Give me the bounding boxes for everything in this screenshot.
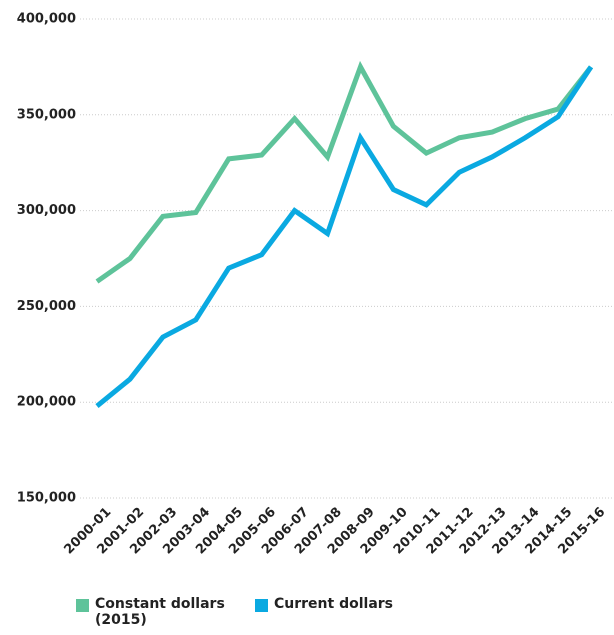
y-tick-label: 350,000 <box>17 107 76 122</box>
chart: 150,000 200,000 250,000 300,000 350,000 400,0… <box>17 12 614 557</box>
legend-label: Current dollars <box>274 596 393 612</box>
legend-label: Constant dollars (2015) <box>95 596 225 628</box>
legend: Constant dollars (2015) Current dollars <box>76 596 393 628</box>
y-tick-label: 400,000 <box>17 12 76 27</box>
legend-item: Constant dollars (2015) <box>76 596 235 628</box>
legend-swatch <box>255 599 268 612</box>
legend-swatch <box>76 599 89 612</box>
legend-item: Current dollars <box>255 596 393 628</box>
line-series <box>95 65 594 408</box>
y-tick-label: 200,000 <box>17 395 76 410</box>
line-series <box>95 60 593 284</box>
y-tick-label: 250,000 <box>17 299 76 314</box>
y-tick-label: 150,000 <box>17 491 76 506</box>
y-tick-label: 300,000 <box>17 203 76 218</box>
